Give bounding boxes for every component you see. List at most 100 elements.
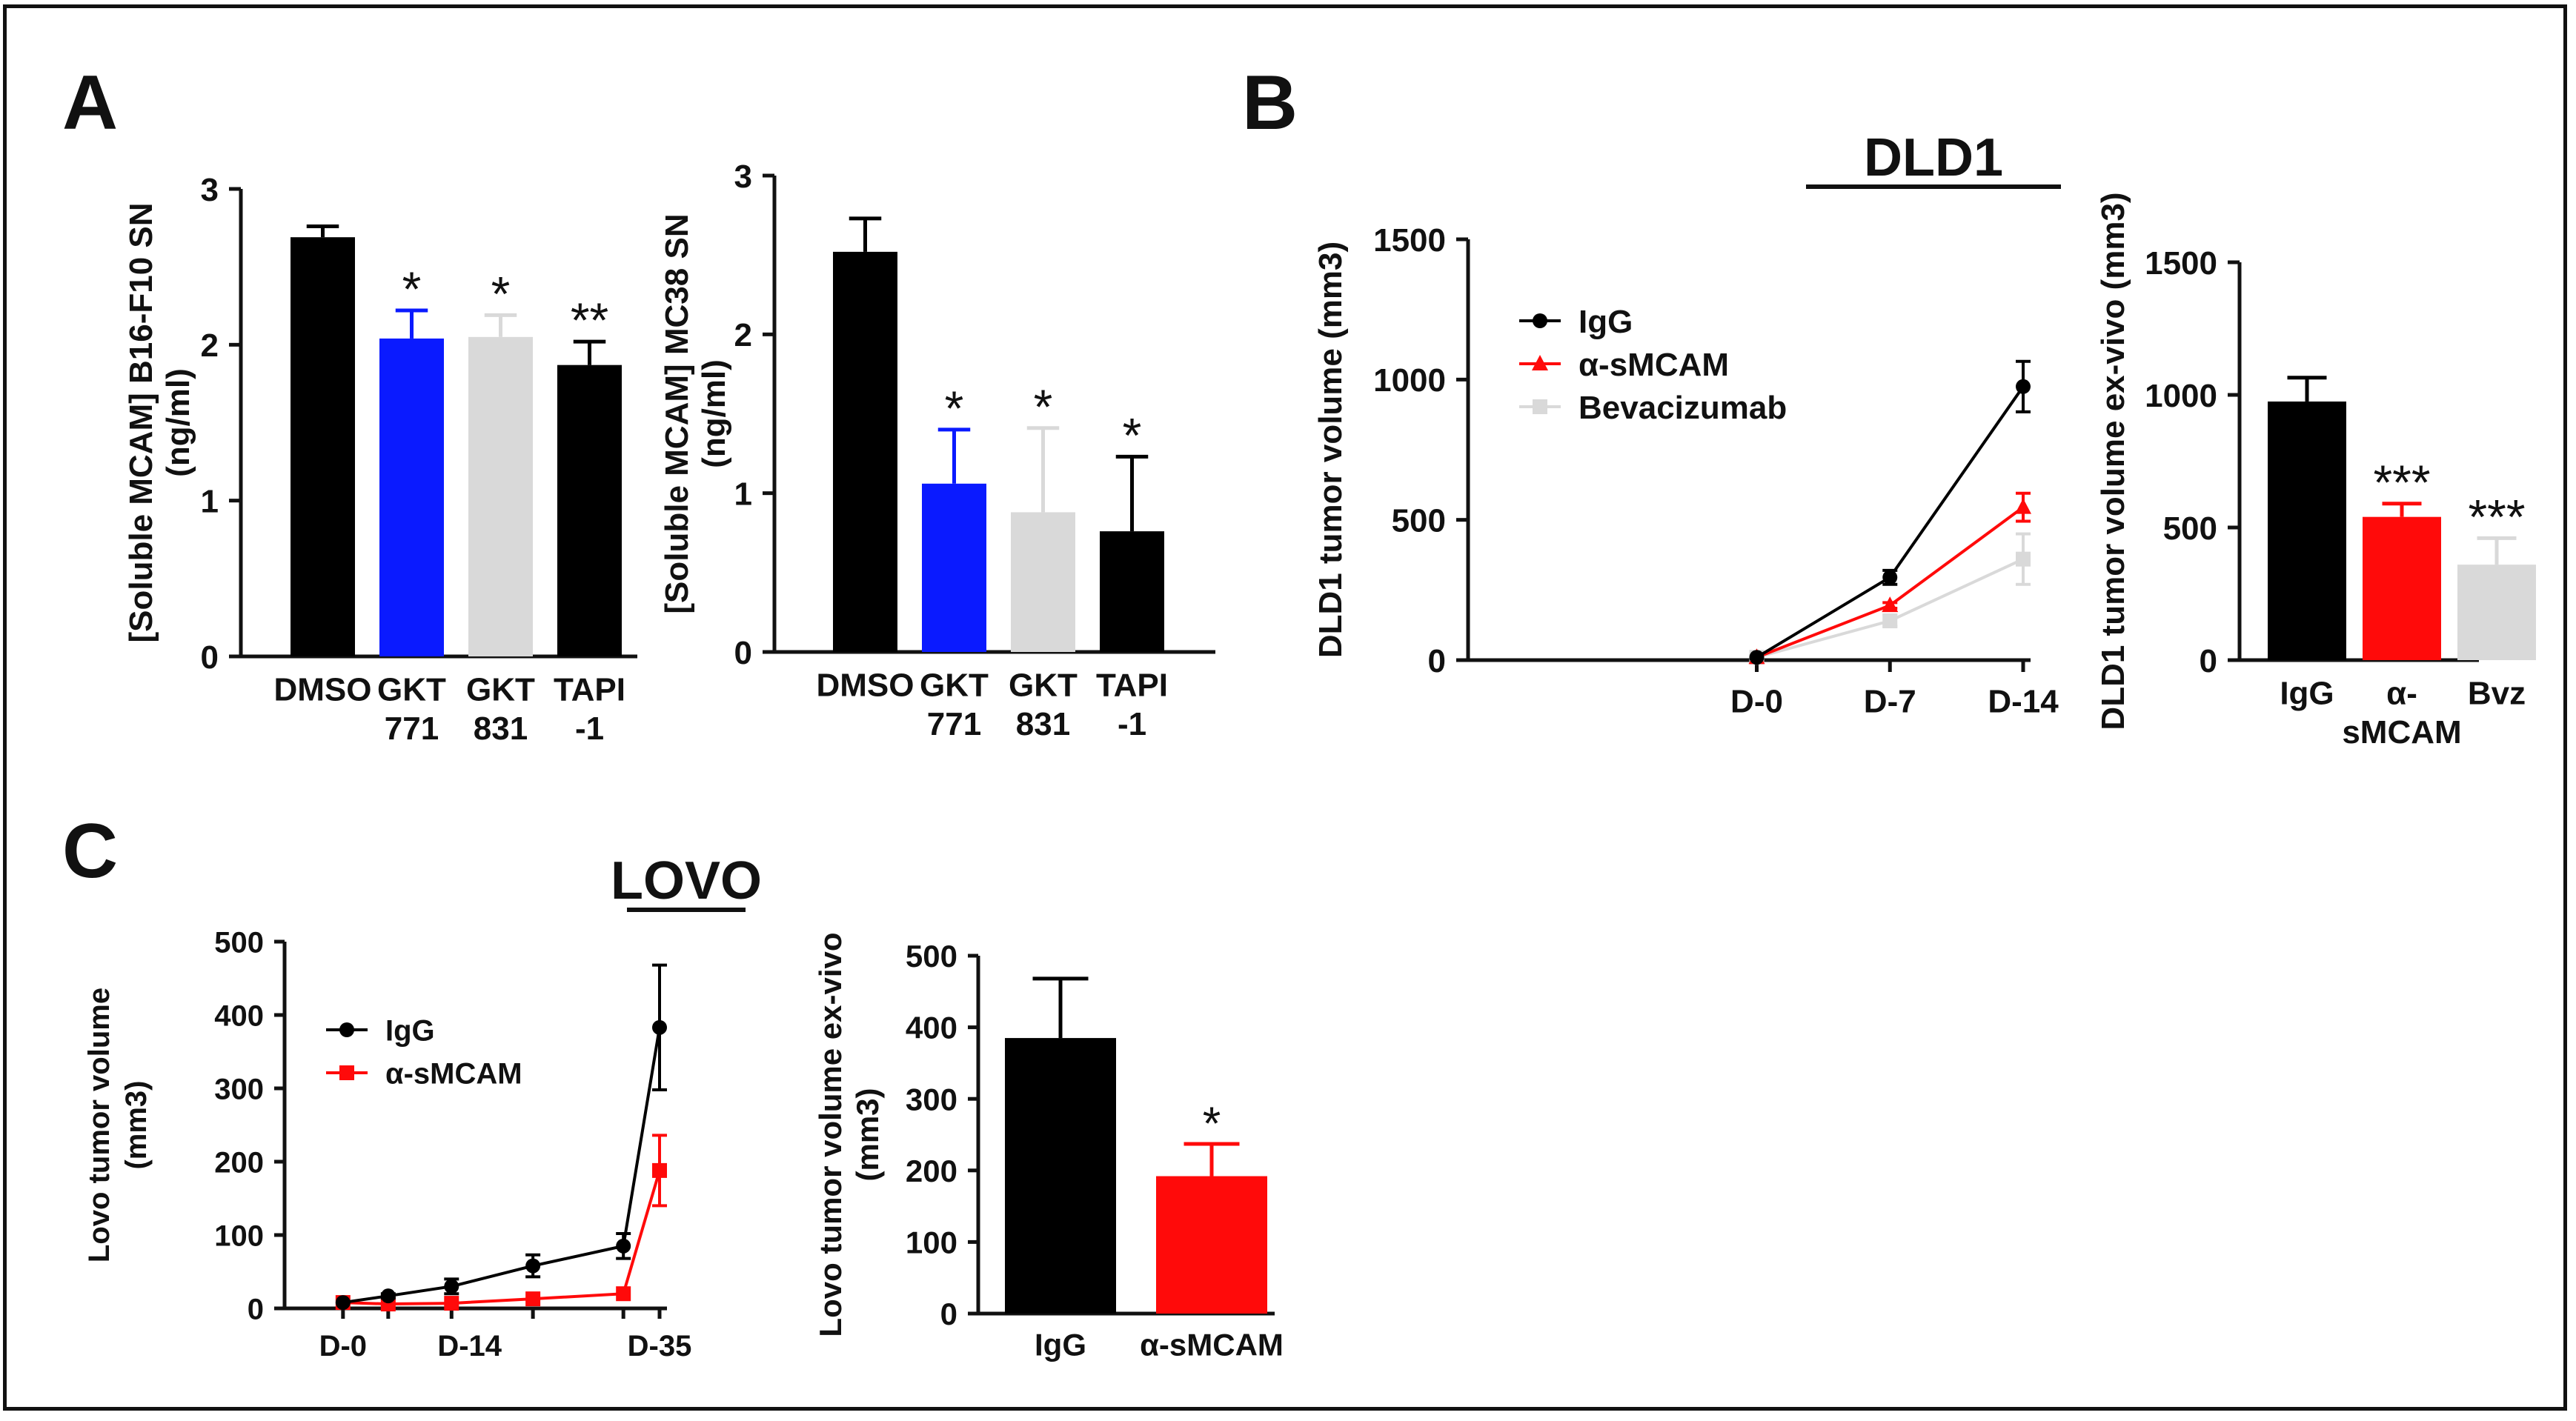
b1-point: [1882, 570, 1898, 585]
a1-bar-0: [291, 237, 355, 656]
b2-ylabel: DLD1 tumor volume ex-vivo (mm3): [2095, 192, 2131, 730]
b1-xtick-label: D-14: [1988, 683, 2059, 719]
c1-point: [380, 1288, 396, 1304]
b1-point: [1882, 596, 1899, 613]
b2-ytick-label: 0: [2200, 643, 2217, 679]
a2-ylabel: (ng/ml): [696, 359, 732, 468]
a1-bar-1: [379, 338, 444, 656]
c1-ylabel: (mm3): [120, 1080, 153, 1169]
c1-point: [616, 1238, 631, 1254]
b2-ytick-label: 500: [2163, 510, 2217, 547]
a1-category-label: 771: [385, 710, 439, 747]
a1-significance-mark: *: [491, 266, 511, 321]
a1-category-label: 831: [474, 710, 528, 747]
a1-bar-3: [557, 365, 622, 656]
a1-category-label: TAPI: [554, 671, 625, 708]
a2-category-label: -1: [1118, 706, 1146, 742]
c1-ylabel: Lovo tumor volume: [83, 988, 116, 1262]
c2-significance-mark: *: [1203, 1098, 1221, 1150]
c1-ytick-label: 400: [214, 999, 264, 1032]
b1-legend-label: Bevacizumab: [1579, 390, 1787, 426]
b1-point: [2016, 551, 2031, 567]
c2-ytick-label: 300: [906, 1082, 957, 1116]
b2-bar-2: [2457, 565, 2536, 660]
a2-category-label: 771: [927, 706, 981, 742]
c2-ytick-label: 100: [906, 1225, 957, 1260]
b1-legend-label: α-sMCAM: [1579, 347, 1729, 383]
c2-ylabel: Lovo tumor volume ex-vivo: [813, 932, 848, 1337]
a2-category-label: TAPI: [1096, 667, 1168, 703]
a2-ytick-label: 0: [734, 635, 752, 671]
b2-bar-1: [2363, 516, 2441, 660]
b1-legend-marker: [1533, 399, 1547, 414]
c1-ytick-label: 500: [214, 926, 264, 959]
c2-ylabel: (mm3): [850, 1088, 885, 1181]
c1-point: [525, 1258, 541, 1274]
a2-category-label: DMSO: [817, 667, 914, 703]
b1-xtick-label: D-0: [1730, 683, 1783, 719]
c1-point: [652, 1162, 667, 1178]
a2-bar-3: [1100, 531, 1164, 652]
c2-bar-1: [1156, 1176, 1267, 1314]
c2-ytick-label: 0: [940, 1297, 957, 1331]
a2-category-label: 831: [1016, 706, 1070, 742]
a2-bar-0: [833, 251, 897, 652]
c1-ytick-label: 300: [214, 1073, 264, 1105]
c2-category-label: IgG: [1035, 1328, 1086, 1362]
c1-point: [335, 1295, 351, 1311]
figure-frame: [3, 4, 2567, 1411]
b1-point: [2015, 498, 2031, 514]
c1-series-line: [342, 1170, 661, 1306]
b2-bar-0: [2268, 401, 2346, 660]
c1-series-line: [342, 1027, 661, 1305]
b1-ytick-label: 1500: [1373, 222, 1446, 259]
a2-significance-mark: *: [945, 381, 964, 436]
lovo-title: LOVO: [611, 851, 762, 911]
panel-label-b: B: [1242, 60, 1298, 146]
b2-category-label: α-: [2386, 675, 2417, 711]
c1-legend-marker: [339, 1065, 354, 1080]
c1-xtick-label: D-0: [319, 1330, 367, 1362]
c1-point: [525, 1291, 541, 1307]
c2-ytick-label: 500: [906, 939, 957, 974]
a2-ytick-label: 2: [734, 317, 752, 353]
b2-category-label: IgG: [2280, 675, 2334, 711]
a1-significance-mark: *: [402, 262, 422, 316]
a1-category-label: GKT: [377, 671, 446, 708]
a2-bar-2: [1011, 512, 1075, 652]
a2-significance-mark: *: [1123, 407, 1142, 462]
b1-point: [2016, 379, 2031, 394]
dld1-title: DLD1: [1864, 128, 2003, 187]
b1-legend-marker: [1532, 355, 1548, 370]
b2-category-label: sMCAM: [2342, 714, 2461, 751]
b2-ytick-label: 1000: [2145, 378, 2217, 414]
c1-legend-label: IgG: [385, 1014, 435, 1047]
b1-ytick-label: 0: [1428, 643, 1446, 679]
b1-point: [1749, 650, 1765, 665]
c1-ytick-label: 100: [214, 1219, 264, 1252]
b1-legend-label: IgG: [1579, 304, 1633, 340]
b2-significance-mark: ***: [2468, 489, 2525, 544]
c1-legend-label: α-sMCAM: [385, 1057, 522, 1090]
c1-xtick-label: D-14: [437, 1330, 502, 1362]
a1-category-label: -1: [575, 710, 604, 747]
b1-ytick-label: 1000: [1373, 362, 1446, 399]
a1-ytick-label: 0: [201, 639, 219, 676]
c2-bar-0: [1005, 1038, 1116, 1314]
c1-point: [444, 1296, 459, 1311]
c2-ytick-label: 200: [906, 1154, 957, 1188]
b1-point: [1882, 613, 1898, 628]
c1-ytick-label: 200: [214, 1146, 264, 1179]
c1-point: [616, 1286, 631, 1302]
c2-category-label: α-sMCAM: [1140, 1328, 1284, 1362]
a2-ylabel: [Soluble MCAM] MC38 SN: [659, 213, 695, 613]
a2-ytick-label: 1: [734, 476, 752, 513]
b2-category-label: Bvz: [2468, 675, 2526, 711]
b1-legend-marker: [1533, 313, 1547, 328]
b1-ytick-label: 500: [1392, 503, 1446, 539]
b2-significance-mark: ***: [2373, 455, 2430, 510]
a2-category-label: GKT: [920, 667, 989, 703]
a1-significance-mark: **: [571, 293, 608, 347]
c1-ytick-label: 0: [248, 1293, 264, 1325]
